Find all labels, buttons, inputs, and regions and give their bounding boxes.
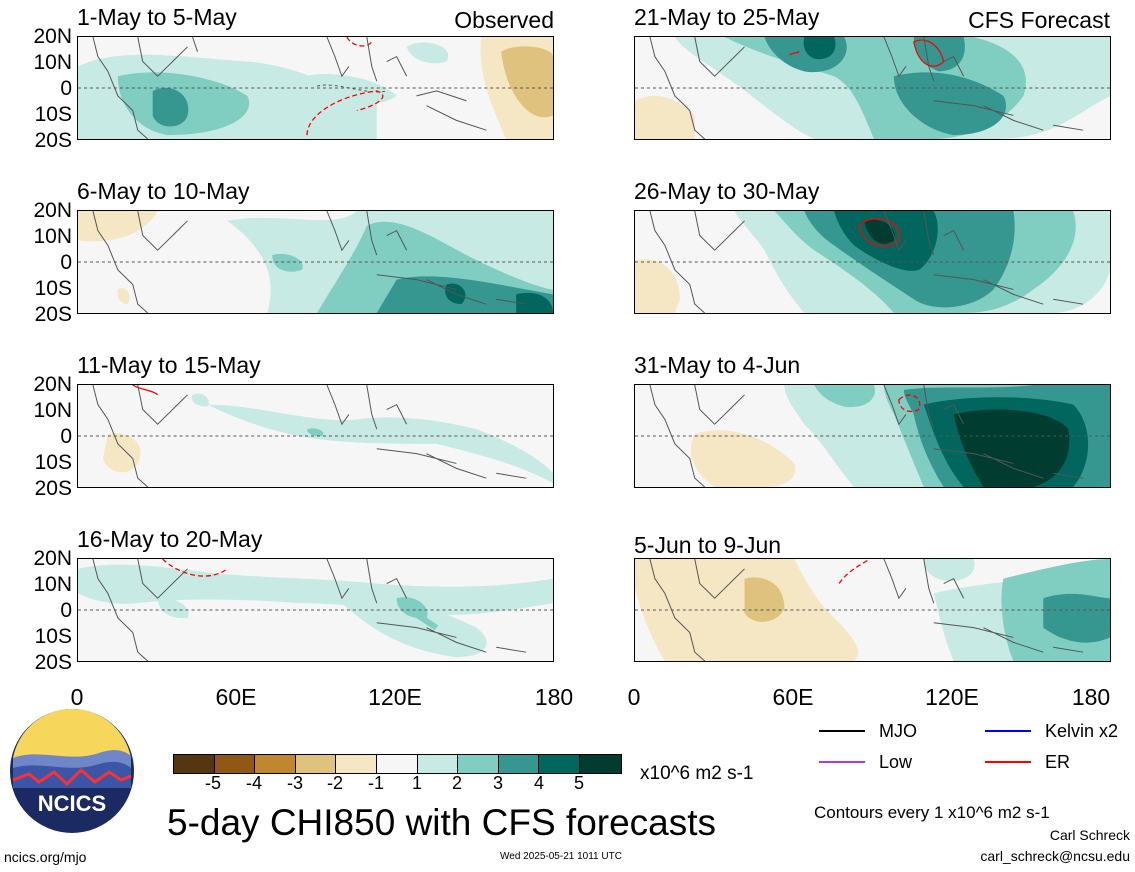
colorbar xyxy=(173,754,622,774)
colorbar-label: -4 xyxy=(245,773,262,793)
lon-label: 60E xyxy=(215,684,257,710)
colorbar-label: -3 xyxy=(286,773,303,793)
colorbar-label: -1 xyxy=(367,773,384,793)
panel-title-4: 16-May to 20-May xyxy=(77,526,263,552)
lon-label: 180 xyxy=(1071,684,1111,710)
map-panel-6 xyxy=(634,210,1111,314)
panel-title-5: 21-May to 25-May xyxy=(634,4,820,30)
units-label: x10^6 m2 s-1 xyxy=(640,763,754,784)
lon-label: 60E xyxy=(772,684,814,710)
colorbar-label: 1 xyxy=(411,773,422,793)
map-panel-1 xyxy=(77,36,554,140)
colorbar-swatch xyxy=(376,755,418,773)
lat-label: 20S xyxy=(34,651,72,674)
legend-label-er: ER xyxy=(1045,752,1071,772)
lon-label: 180 xyxy=(534,684,574,710)
colorbar-swatch xyxy=(174,755,215,773)
main-title: 5-day CHI850 with CFS forecasts xyxy=(167,802,717,843)
panel-title-1: 1-May to 5-May xyxy=(77,4,237,30)
lat-label: 10S xyxy=(34,451,72,474)
legend-line-mjo xyxy=(819,730,865,732)
website: ncics.org/mjo xyxy=(4,849,87,865)
legend-label-mjo: MJO xyxy=(879,721,917,741)
legend-label-kelvin: Kelvin x2 xyxy=(1045,721,1119,741)
email: carl_schreck@ncsu.edu xyxy=(980,848,1130,864)
colorbar-label: 3 xyxy=(492,773,503,793)
colorbar-label: 2 xyxy=(451,773,462,793)
map-panel-3 xyxy=(77,384,554,488)
lat-label: 10S xyxy=(34,277,72,300)
lat-label: 10S xyxy=(34,625,72,648)
lat-label: 10N xyxy=(33,399,72,422)
ncics-logo: NCICS xyxy=(9,708,135,834)
logo-text: NCICS xyxy=(38,791,106,816)
author: Carl Schreck xyxy=(1049,827,1130,843)
lat-label: 20S xyxy=(34,303,72,326)
panel-title-8: 5-Jun to 9-Jun xyxy=(634,532,782,558)
colorbar-swatch xyxy=(498,755,540,773)
lon-label: 0 xyxy=(627,684,641,710)
map-panel-7 xyxy=(634,384,1111,488)
map-panel-2 xyxy=(77,210,554,314)
panel-title-6: 26-May to 30-May xyxy=(634,178,820,204)
lat-label: 20N xyxy=(33,199,72,222)
map-panel-8 xyxy=(634,558,1111,662)
panel-title-3: 11-May to 15-May xyxy=(77,352,261,378)
cfs-forecast-tag: CFS Forecast xyxy=(968,7,1110,33)
colorbar-swatch xyxy=(214,755,256,773)
lon-label: 120E xyxy=(368,684,422,710)
lat-label: 0 xyxy=(60,251,72,274)
observed-tag: Observed xyxy=(454,7,554,33)
panel-title-2: 6-May to 10-May xyxy=(77,178,250,204)
timestamp: Wed 2025-05-21 1011 UTC xyxy=(500,851,622,862)
lat-label: 10N xyxy=(33,573,72,596)
lat-label: 10N xyxy=(33,225,72,248)
lat-label: 20N xyxy=(33,25,72,48)
lat-label: 0 xyxy=(60,425,72,448)
panel-title-7: 31-May to 4-Jun xyxy=(634,352,801,378)
legend-label-low: Low xyxy=(879,752,913,772)
lat-label: 10N xyxy=(33,51,72,74)
lat-label: 20S xyxy=(34,477,72,500)
legend-line-er xyxy=(985,761,1031,763)
colorbar-swatch xyxy=(458,755,499,773)
lat-label: 0 xyxy=(60,77,72,100)
colorbar-label: -5 xyxy=(204,773,221,793)
lon-label: 0 xyxy=(70,684,84,710)
contour-note: Contours every 1 x10^6 m2 s-1 xyxy=(814,803,1050,822)
colorbar-label: 4 xyxy=(533,773,544,793)
lat-label: 10S xyxy=(34,103,72,126)
lat-label: 20N xyxy=(33,547,72,570)
colorbar-swatch xyxy=(417,755,459,773)
colorbar-swatch xyxy=(336,755,377,773)
lon-label: 120E xyxy=(925,684,979,710)
legend-line-kelvin xyxy=(985,730,1031,732)
lat-label: 0 xyxy=(60,599,72,622)
map-panel-5 xyxy=(634,36,1111,140)
legend-line-low xyxy=(819,761,865,763)
colorbar-swatch xyxy=(295,755,337,773)
map-panel-4 xyxy=(77,558,554,662)
colorbar-swatch xyxy=(539,755,580,773)
colorbar-swatch xyxy=(255,755,296,773)
lat-label: 20N xyxy=(33,373,72,396)
colorbar-label: -2 xyxy=(326,773,343,793)
lat-label: 20S xyxy=(34,129,72,152)
colorbar-label: 5 xyxy=(573,773,584,793)
colorbar-swatch xyxy=(579,755,621,773)
